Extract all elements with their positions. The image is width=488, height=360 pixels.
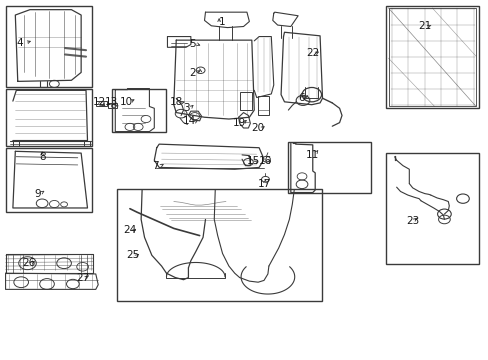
Bar <box>112 89 166 132</box>
Text: 2: 2 <box>189 68 195 78</box>
Text: 9: 9 <box>34 189 41 199</box>
Bar <box>96 101 107 107</box>
Text: 18: 18 <box>169 97 183 107</box>
Text: 10: 10 <box>120 97 133 107</box>
Text: 20: 20 <box>251 123 264 133</box>
Text: 17: 17 <box>257 179 270 189</box>
Text: 25: 25 <box>126 250 140 260</box>
Text: 11: 11 <box>305 150 319 160</box>
Text: 8: 8 <box>39 152 45 162</box>
Text: 24: 24 <box>123 225 136 235</box>
Bar <box>385 153 478 264</box>
Text: 15: 15 <box>246 156 259 166</box>
Text: 7: 7 <box>152 161 159 171</box>
Text: 19: 19 <box>232 118 246 128</box>
Text: 1: 1 <box>219 17 225 27</box>
Text: 27: 27 <box>76 273 89 283</box>
Text: 21: 21 <box>417 21 430 31</box>
Text: 6: 6 <box>298 93 305 103</box>
Text: 4: 4 <box>17 38 23 48</box>
Text: 23: 23 <box>405 216 419 226</box>
Text: 22: 22 <box>305 48 319 58</box>
Text: 14: 14 <box>183 116 196 126</box>
Text: 16: 16 <box>258 156 271 166</box>
Text: 26: 26 <box>22 258 36 268</box>
Bar <box>5 6 92 87</box>
Text: 3: 3 <box>183 103 189 113</box>
Bar <box>5 148 92 212</box>
Text: 12: 12 <box>92 97 105 107</box>
Text: 5: 5 <box>189 39 195 49</box>
Bar <box>108 103 117 108</box>
Text: 13: 13 <box>105 97 118 107</box>
Bar <box>288 142 370 193</box>
Bar <box>388 8 475 106</box>
Bar <box>239 92 251 110</box>
Bar <box>5 89 92 146</box>
Bar <box>258 96 268 115</box>
Bar <box>385 6 478 108</box>
Bar <box>117 189 321 301</box>
